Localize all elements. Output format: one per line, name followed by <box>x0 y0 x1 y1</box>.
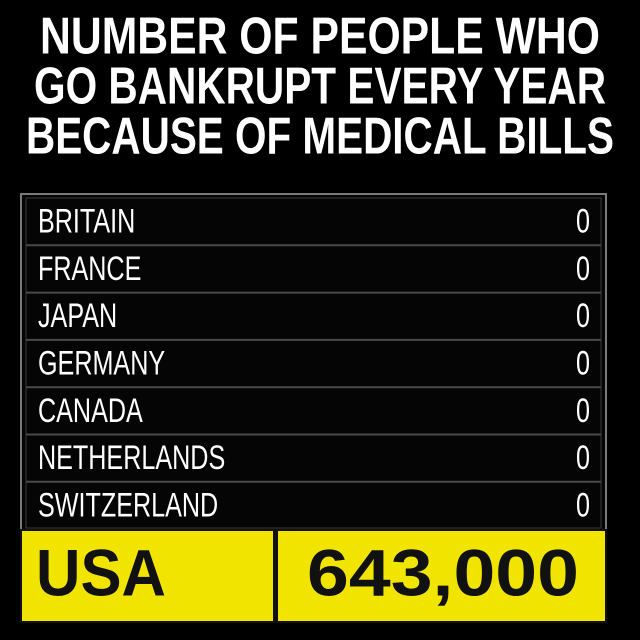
title-line: NUMBER OF PEOPLE WHO <box>40 8 600 66</box>
title-line: GO BANKRUPT EVERY YEAR <box>34 58 606 116</box>
highlight-count: 643,000 <box>307 535 579 609</box>
country-name: SWITZERLAND <box>38 487 218 525</box>
bankruptcy-count: 0 <box>576 250 590 288</box>
table-inner-frame <box>25 197 602 529</box>
title-line: BECAUSE OF MEDICAL BILLS <box>26 108 614 166</box>
bankruptcy-count: 0 <box>576 487 590 525</box>
highlight-divider <box>273 530 278 622</box>
country-name: BRITAIN <box>38 203 135 241</box>
country-name: NETHERLANDS <box>38 440 225 478</box>
country-name: JAPAN <box>38 298 117 336</box>
bankruptcy-count: 0 <box>576 298 590 336</box>
bankruptcy-count: 0 <box>576 392 590 430</box>
highlight-country: USA <box>36 535 166 609</box>
country-name: GERMANY <box>38 345 165 383</box>
bankruptcy-count: 0 <box>576 440 590 478</box>
highlight-row <box>20 529 607 623</box>
country-name: FRANCE <box>38 250 141 288</box>
country-name: CANADA <box>38 392 143 430</box>
table-frame <box>20 193 607 532</box>
bankruptcy-count: 0 <box>576 203 590 241</box>
bankruptcy-count: 0 <box>576 345 590 383</box>
